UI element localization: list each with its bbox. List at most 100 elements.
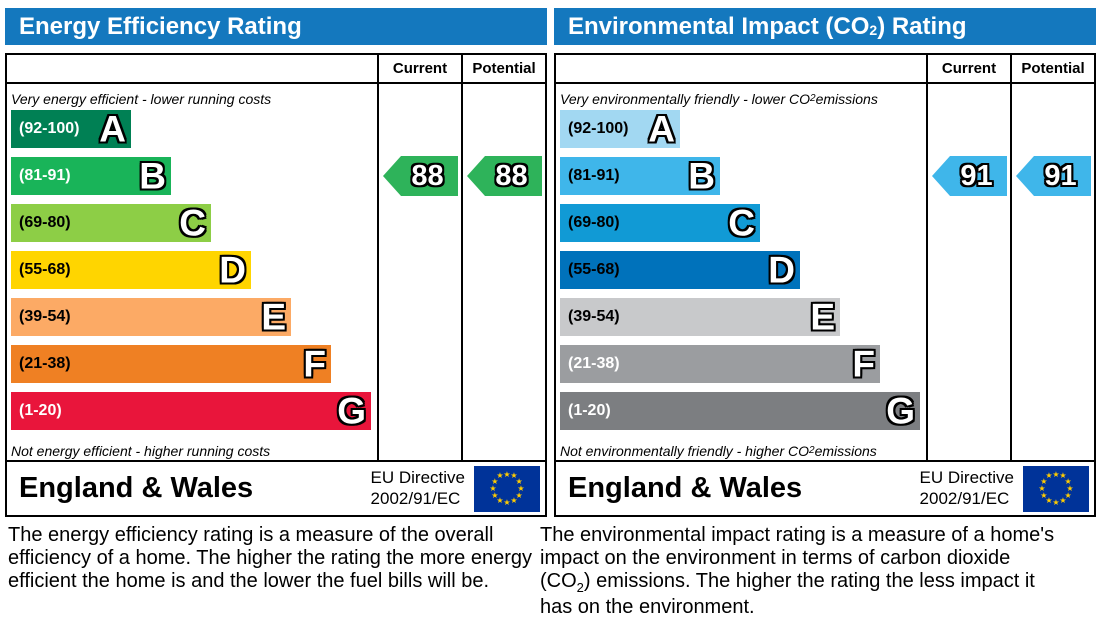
band-e: (39-54) E — [560, 298, 840, 336]
current-value-cell: 91 — [926, 84, 1010, 460]
band-a-range: (92-100) — [568, 120, 629, 137]
eu-directive-label: EU Directive 2002/91/EC — [370, 468, 465, 508]
band-g-range: (1-20) — [19, 402, 62, 419]
potential-rating-arrow: 88 — [467, 156, 542, 196]
energy-efficiency-panel: Energy Efficiency Rating Current Potenti… — [5, 8, 547, 517]
title-subscript: 2 — [869, 22, 878, 38]
energy-band-chart: Very energy efficient - lower running co… — [7, 84, 377, 460]
band-d-row: (55-68) D — [11, 251, 377, 289]
table-footer: England & Wales EU Directive 2002/91/EC … — [7, 460, 545, 515]
band-b-letter: B — [139, 155, 166, 197]
title-text: Environmental Impact (CO — [568, 12, 870, 40]
energy-rating-description: The energy efficiency rating is a measur… — [8, 524, 533, 592]
band-e: (39-54) E — [11, 298, 291, 336]
band-c-letter: C — [179, 202, 206, 244]
band-d-range: (55-68) — [19, 261, 71, 278]
band-c-letter: C — [728, 202, 755, 244]
band-b-row: (81-91) B — [11, 157, 377, 195]
band-c: (69-80) C — [11, 204, 211, 242]
energy-efficiency-title: Energy Efficiency Rating — [5, 8, 547, 45]
band-d: (55-68) D — [560, 251, 800, 289]
eu-flag-icon: ★ ★ ★ ★ ★ ★ ★ ★ ★ ★ ★ ★ — [1023, 465, 1089, 512]
band-a-range: (92-100) — [19, 120, 80, 137]
band-e-letter: E — [810, 296, 835, 338]
co2-rating-table: Current Potential Very environmentally f… — [554, 53, 1096, 517]
band-d-letter: D — [219, 249, 246, 291]
band-g-row: (1-20) G — [11, 392, 377, 430]
band-f-row: (21-38) F — [560, 345, 926, 383]
eu-directive-label: EU Directive 2002/91/EC — [919, 468, 1014, 508]
band-f: (21-38) F — [11, 345, 331, 383]
energy-rating-table: Current Potential Very energy efficient … — [5, 53, 547, 517]
band-b: (81-91) B — [11, 157, 171, 195]
band-a-row: (92-100) A — [11, 110, 377, 148]
potential-value-cell: 91 — [1010, 84, 1094, 460]
band-b-range: (81-91) — [19, 167, 71, 184]
region-label: England & Wales — [568, 472, 803, 504]
title-text: Energy Efficiency Rating — [19, 12, 302, 40]
band-d-row: (55-68) D — [560, 251, 926, 289]
band-b-row: (81-91) B — [560, 157, 926, 195]
current-rating-value: 88 — [411, 159, 444, 192]
potential-column-header: Potential — [1010, 55, 1094, 82]
header-spacer — [7, 55, 377, 82]
current-column-header: Current — [926, 55, 1010, 82]
top-caption: Very environmentally friendly - lower CO… — [560, 90, 878, 107]
current-rating-arrow: 91 — [932, 156, 1007, 196]
potential-rating-value: 88 — [495, 159, 528, 192]
epc-rating-charts: Energy Efficiency Rating Current Potenti… — [5, 8, 1096, 517]
bottom-caption: Not environmentally friendly - higher CO… — [560, 442, 877, 459]
bottom-caption: Not energy efficient - higher running co… — [11, 442, 271, 459]
current-value-cell: 88 — [377, 84, 461, 460]
band-e-row: (39-54) E — [11, 298, 377, 336]
band-f-row: (21-38) F — [11, 345, 377, 383]
eu-flag-icon: ★ ★ ★ ★ ★ ★ ★ ★ ★ ★ ★ ★ — [474, 465, 540, 512]
band-f-range: (21-38) — [19, 355, 71, 372]
band-a-letter: A — [99, 108, 126, 150]
header-spacer — [556, 55, 926, 82]
environmental-impact-panel: Environmental Impact (CO 2) Rating Curren… — [554, 8, 1096, 517]
current-rating-value: 91 — [960, 159, 993, 192]
region-label: England & Wales — [19, 472, 254, 504]
band-c: (69-80) C — [560, 204, 760, 242]
co2-rating-description: The environmental impact rating is a mea… — [540, 524, 1055, 618]
band-c-row: (69-80) C — [11, 204, 377, 242]
table-footer: England & Wales EU Directive 2002/91/EC … — [556, 460, 1094, 515]
band-f: (21-38) F — [560, 345, 880, 383]
band-a: (92-100) A — [11, 110, 131, 148]
current-rating-arrow: 88 — [383, 156, 458, 196]
table-body: Very energy efficient - lower running co… — [7, 84, 545, 460]
current-column-header: Current — [377, 55, 461, 82]
potential-value-cell: 88 — [461, 84, 545, 460]
band-a: (92-100) A — [560, 110, 680, 148]
band-c-row: (69-80) C — [560, 204, 926, 242]
band-e-range: (39-54) — [19, 308, 71, 325]
band-f-letter: F — [303, 343, 326, 385]
band-d-range: (55-68) — [568, 261, 620, 278]
band-a-row: (92-100) A — [560, 110, 926, 148]
band-b: (81-91) B — [560, 157, 720, 195]
band-g-range: (1-20) — [568, 402, 611, 419]
band-c-range: (69-80) — [19, 214, 71, 231]
co2-band-chart: Very environmentally friendly - lower CO… — [556, 84, 926, 460]
band-b-range: (81-91) — [568, 167, 620, 184]
band-e-range: (39-54) — [568, 308, 620, 325]
table-body: Very environmentally friendly - lower CO… — [556, 84, 1094, 460]
band-g: (1-20) G — [11, 392, 371, 430]
band-g-row: (1-20) G — [560, 392, 926, 430]
environmental-impact-title: Environmental Impact (CO 2) Rating — [554, 8, 1096, 45]
band-d: (55-68) D — [11, 251, 251, 289]
band-c-range: (69-80) — [568, 214, 620, 231]
band-f-range: (21-38) — [568, 355, 620, 372]
title-text-end: ) Rating — [877, 12, 967, 40]
band-g-letter: G — [886, 390, 915, 432]
rating-descriptions: The energy efficiency rating is a measur… — [0, 517, 1098, 619]
potential-rating-value: 91 — [1044, 159, 1077, 192]
top-caption: Very energy efficient - lower running co… — [11, 90, 272, 107]
band-b-letter: B — [688, 155, 715, 197]
band-f-letter: F — [852, 343, 875, 385]
table-header: Current Potential — [556, 55, 1094, 84]
band-a-letter: A — [648, 108, 675, 150]
band-e-row: (39-54) E — [560, 298, 926, 336]
band-g: (1-20) G — [560, 392, 920, 430]
